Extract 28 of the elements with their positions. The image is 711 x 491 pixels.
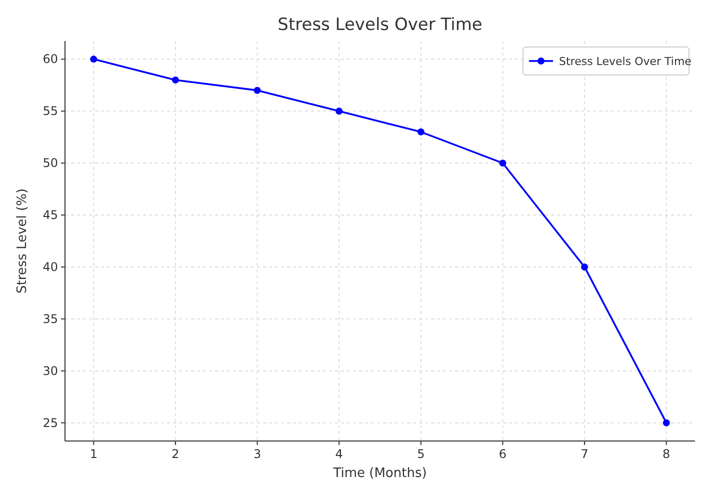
x-tick-label: 4	[335, 447, 343, 461]
x-tick-label: 8	[662, 447, 670, 461]
point	[417, 128, 424, 136]
point	[336, 108, 343, 115]
y-tick-label: 40	[42, 260, 58, 274]
x-tick-label: 2	[172, 447, 180, 461]
x-tick-label: 3	[253, 447, 262, 461]
point	[172, 76, 179, 84]
y-tick-label: 45	[42, 208, 58, 222]
x-tick-label: 5	[417, 447, 425, 461]
y-tick-label: 25	[42, 416, 58, 430]
x-axis-title: Time (Months)	[332, 466, 427, 481]
legend-label: Stress Levels Over Time	[559, 55, 692, 68]
y-tick-label: 50	[42, 156, 58, 170]
point	[662, 419, 670, 426]
chart-title: Stress Levels Over Time	[278, 15, 482, 35]
point	[499, 160, 506, 167]
x-tick-label: 1	[90, 447, 98, 461]
point	[581, 263, 588, 270]
y-tick-label: 30	[42, 364, 58, 378]
y-axis-title: Stress Level (%)	[15, 188, 30, 294]
point	[254, 86, 261, 94]
x-tick-label: 7	[580, 447, 588, 461]
x-tick-label: 6	[498, 447, 507, 461]
point	[90, 56, 98, 63]
y-tick-label: 35	[42, 312, 58, 326]
y-tick-label: 60	[42, 52, 58, 66]
y-tick-label: 55	[42, 104, 58, 118]
